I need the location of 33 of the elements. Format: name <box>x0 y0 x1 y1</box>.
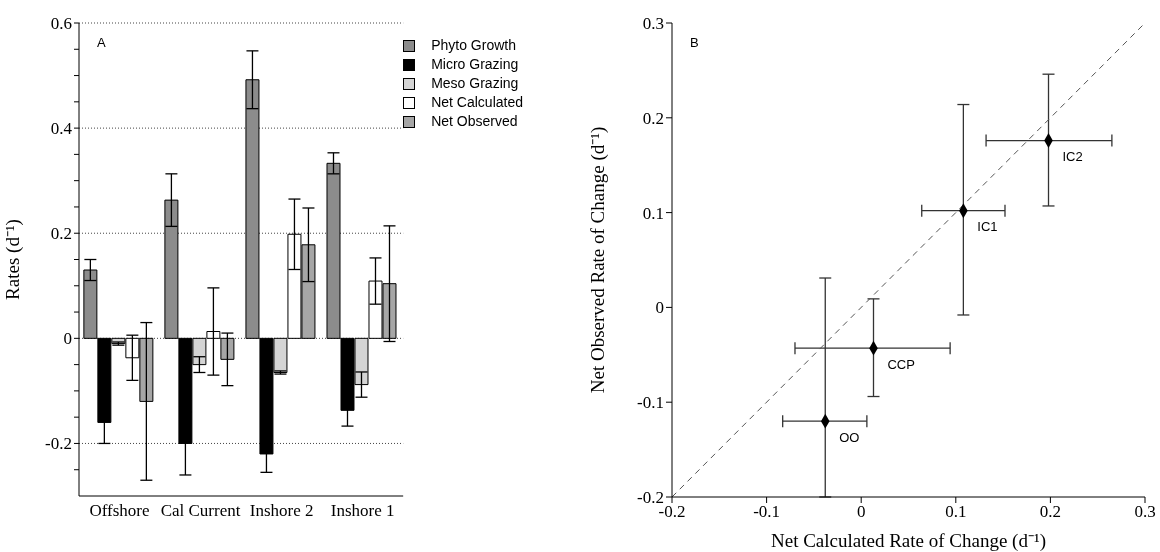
y-axis-title: Rates (d⁻¹) <box>1 219 24 300</box>
x-tick-label: 0 <box>856 502 866 522</box>
annotation: IC1 <box>977 219 998 235</box>
y-tick-label: 0.1 <box>642 203 664 223</box>
x-tick-label: Inshore 2 <box>249 501 314 521</box>
annotation: A <box>97 35 106 50</box>
annotation: B <box>690 35 699 50</box>
annotation: CCP <box>887 356 915 372</box>
x-tick-label: Inshore 1 <box>330 501 395 521</box>
legend-label: Net Observed <box>431 112 518 131</box>
legend-label: Micro Grazing <box>431 55 519 74</box>
annotation: IC2 <box>1062 149 1083 165</box>
y-tick-label: 0.2 <box>50 224 72 244</box>
x-tick-label: -0.1 <box>753 502 781 522</box>
y-tick-label: -0.2 <box>45 434 72 454</box>
y-tick-label: 0.4 <box>50 119 73 139</box>
y-tick-label: 0.2 <box>642 108 664 128</box>
x-tick-label: 0.3 <box>1134 502 1156 522</box>
legend-label: Phyto Growth <box>431 36 516 55</box>
y-tick-label: 0 <box>655 298 664 318</box>
legend-label: Meso Grazing <box>431 74 519 93</box>
y-tick-label: 0.3 <box>642 14 664 34</box>
x-tick-label: Offshore <box>89 501 150 521</box>
y-tick-label: 0 <box>63 329 72 349</box>
x-tick-label: 0.2 <box>1039 502 1062 522</box>
annotation: OO <box>839 429 860 445</box>
x-axis-title: Net Calculated Rate of Change (d⁻¹) <box>771 530 1046 552</box>
y-axis-title: Net Observed Rate of Change (d⁻¹) <box>586 126 609 394</box>
y-tick-label: -0.1 <box>637 393 664 413</box>
x-tick-label: 0.1 <box>945 502 967 522</box>
legend-label: Net Calculated <box>431 93 523 112</box>
y-tick-label: 0.6 <box>50 14 72 34</box>
x-tick-label: Cal Current <box>160 501 241 521</box>
